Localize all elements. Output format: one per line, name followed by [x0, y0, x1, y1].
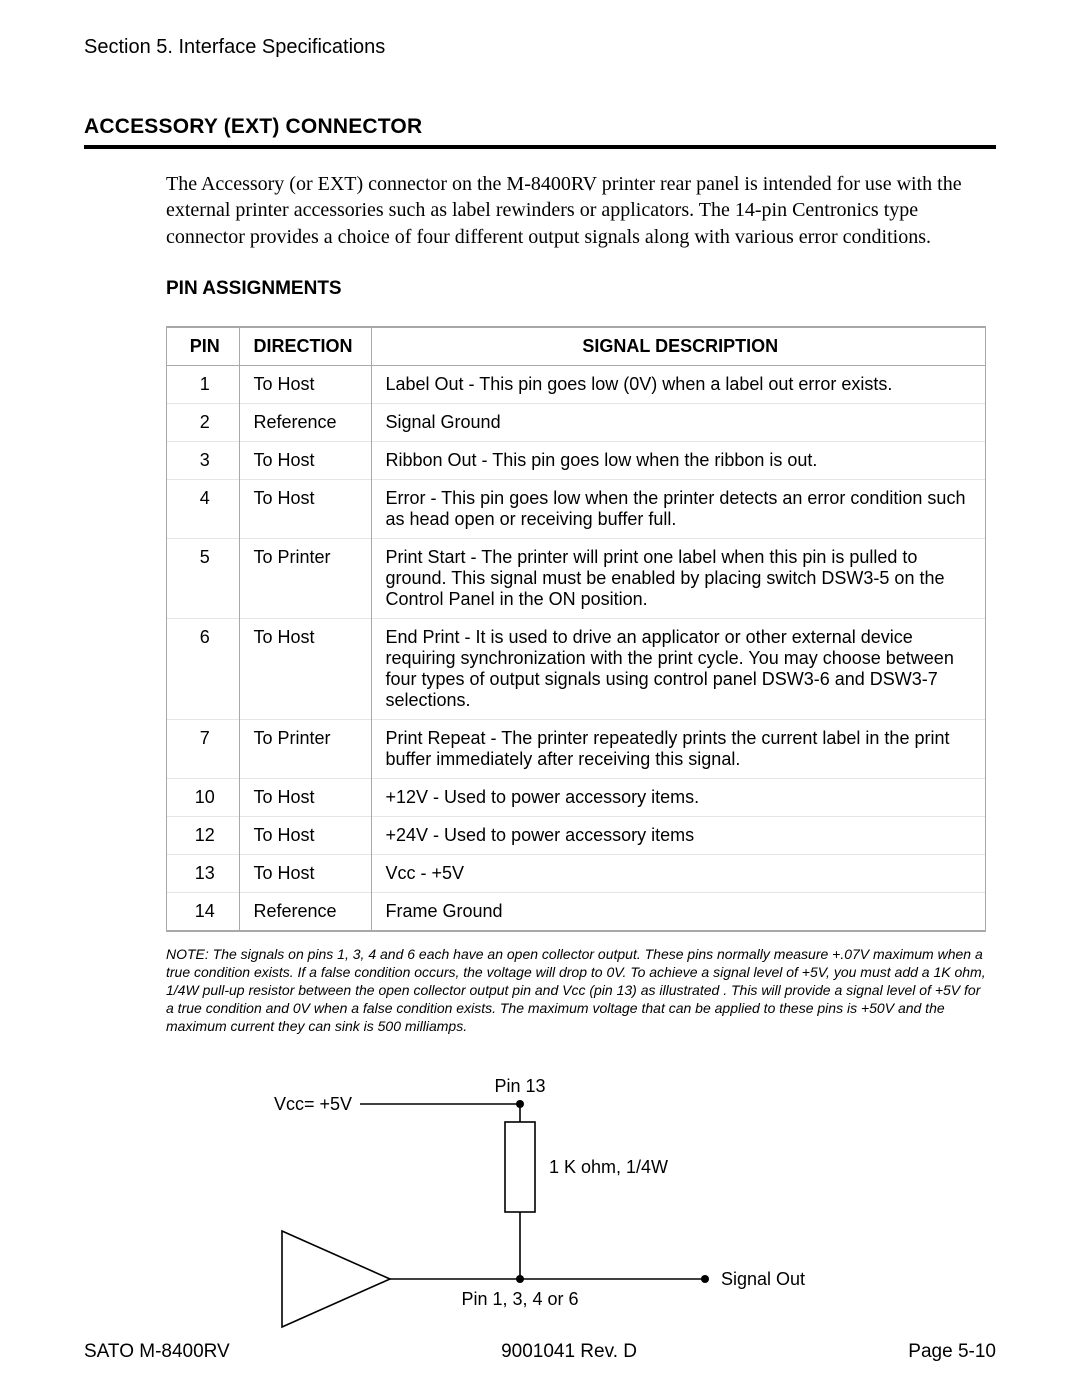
cell-pin: 6 [167, 619, 239, 720]
section-header: Section 5. Interface Specifications [84, 36, 996, 59]
circuit-diagram: Pin 13 Vcc= +5V 1 K ohm, 1/4W Signal Out Pin… [240, 1064, 840, 1334]
cell-description: Error - This pin goes low when the print… [371, 480, 985, 539]
table-row: 14ReferenceFrame Ground [167, 893, 985, 931]
cell-pin: 2 [167, 404, 239, 442]
cell-pin: 5 [167, 539, 239, 619]
page-title: ACCESSORY (EXT) CONNECTOR [84, 115, 996, 139]
svg-text:Vcc= +5V: Vcc= +5V [274, 1094, 352, 1114]
cell-description: Frame Ground [371, 893, 985, 931]
cell-direction: Reference [239, 404, 371, 442]
pin-assignments-table: PIN DIRECTION SIGNAL DESCRIPTION 1To Hos… [166, 326, 986, 932]
cell-direction: To Host [239, 480, 371, 539]
cell-description: Signal Ground [371, 404, 985, 442]
cell-pin: 10 [167, 779, 239, 817]
cell-description: Label Out - This pin goes low (0V) when … [371, 366, 985, 404]
cell-pin: 12 [167, 817, 239, 855]
th-direction: DIRECTION [239, 328, 371, 366]
cell-description: +12V - Used to power accessory items. [371, 779, 985, 817]
cell-direction: To Printer [239, 539, 371, 619]
table-row: 4To HostError - This pin goes low when t… [167, 480, 985, 539]
cell-pin: 7 [167, 720, 239, 779]
table-row: 1To HostLabel Out - This pin goes low (0… [167, 366, 985, 404]
cell-description: Ribbon Out - This pin goes low when the … [371, 442, 985, 480]
cell-direction: To Printer [239, 720, 371, 779]
subheading-pin-assignments: PIN ASSIGNMENTS [166, 278, 996, 300]
cell-pin: 13 [167, 855, 239, 893]
table-row: 2ReferenceSignal Ground [167, 404, 985, 442]
cell-pin: 14 [167, 893, 239, 931]
cell-pin: 3 [167, 442, 239, 480]
th-pin: PIN [167, 328, 239, 366]
svg-text:1 K ohm, 1/4W: 1 K ohm, 1/4W [549, 1157, 668, 1177]
cell-direction: Reference [239, 893, 371, 931]
cell-direction: To Host [239, 779, 371, 817]
footer-center: 9001041 Rev. D [501, 1341, 637, 1363]
cell-direction: To Host [239, 619, 371, 720]
cell-direction: To Host [239, 442, 371, 480]
cell-description: Vcc - +5V [371, 855, 985, 893]
svg-text:Pin 1, 3, 4 or 6: Pin 1, 3, 4 or 6 [461, 1289, 578, 1309]
table-row: 3To HostRibbon Out - This pin goes low w… [167, 442, 985, 480]
table-row: 13To HostVcc - +5V [167, 855, 985, 893]
cell-description: Print Start - The printer will print one… [371, 539, 985, 619]
cell-direction: To Host [239, 817, 371, 855]
cell-description: End Print - It is used to drive an appli… [371, 619, 985, 720]
svg-text:Signal Out: Signal Out [721, 1269, 805, 1289]
table-row: 10To Host+12V - Used to power accessory … [167, 779, 985, 817]
table-row: 7To PrinterPrint Repeat - The printer re… [167, 720, 985, 779]
intro-paragraph: The Accessory (or EXT) connector on the … [166, 171, 996, 250]
table-row: 5To PrinterPrint Start - The printer wil… [167, 539, 985, 619]
page-footer: SATO M-8400RV 9001041 Rev. D Page 5-10 [84, 1341, 996, 1363]
cell-description: Print Repeat - The printer repeatedly pr… [371, 720, 985, 779]
cell-pin: 1 [167, 366, 239, 404]
cell-direction: To Host [239, 366, 371, 404]
title-underline [84, 145, 996, 149]
cell-description: +24V - Used to power accessory items [371, 817, 985, 855]
note-paragraph: NOTE: The signals on pins 1, 3, 4 and 6 … [166, 946, 986, 1036]
cell-pin: 4 [167, 480, 239, 539]
cell-direction: To Host [239, 855, 371, 893]
th-description: SIGNAL DESCRIPTION [371, 328, 985, 366]
footer-left: SATO M-8400RV [84, 1341, 230, 1363]
svg-text:Pin 13: Pin 13 [494, 1076, 545, 1096]
footer-right: Page 5-10 [908, 1341, 996, 1363]
table-header-row: PIN DIRECTION SIGNAL DESCRIPTION [167, 328, 985, 366]
page: Section 5. Interface Specifications ACCE… [0, 0, 1080, 1397]
table-row: 12To Host+24V - Used to power accessory … [167, 817, 985, 855]
table-row: 6To HostEnd Print - It is used to drive … [167, 619, 985, 720]
